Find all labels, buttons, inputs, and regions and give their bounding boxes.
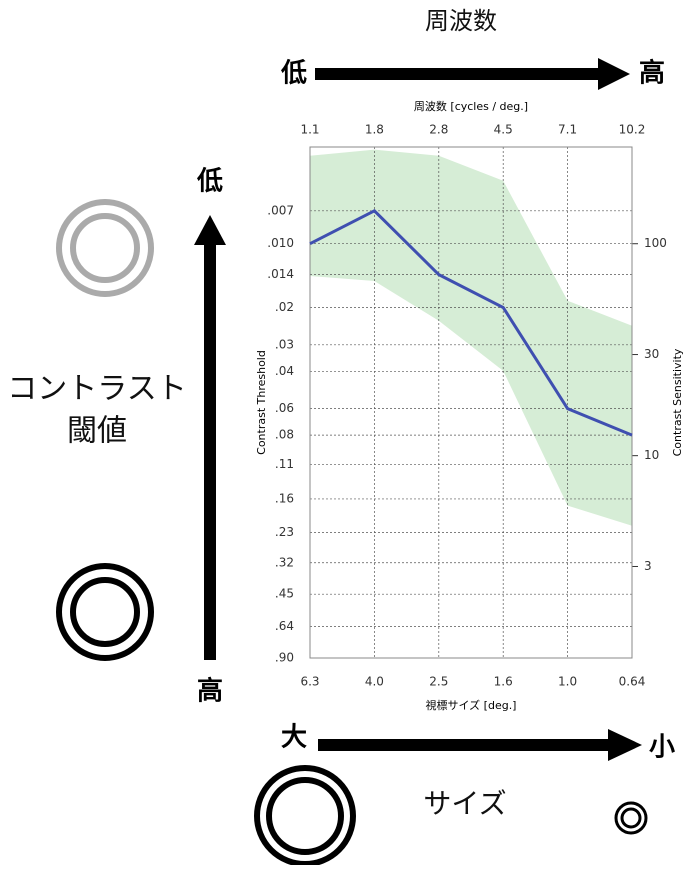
freq-low: 低 <box>280 59 307 89</box>
ring-icon <box>56 199 154 297</box>
x2-tick-label: 2.8 <box>429 123 448 137</box>
arrow <box>315 68 600 80</box>
ring-icon <box>614 801 648 835</box>
y2-tick-label: 100 <box>644 236 667 250</box>
arrow-head <box>194 215 226 245</box>
contrast-high: 高 <box>197 676 223 707</box>
y-tick-label: .64 <box>275 619 294 633</box>
plot-frame <box>309 146 633 659</box>
y-tick-label: .007 <box>267 203 294 217</box>
y-tick-label: .23 <box>275 525 294 539</box>
y-tick-label: .16 <box>275 491 294 505</box>
contrast-label: コントラスト <box>7 372 186 407</box>
x-tick-label: 0.64 <box>619 675 646 689</box>
y2-tick-label: 30 <box>644 347 659 361</box>
size-label: サイズ <box>423 787 506 820</box>
arrow <box>204 240 216 660</box>
size-large: 大 <box>281 723 307 753</box>
x2-tick-label: 7.1 <box>558 123 577 137</box>
x-axis-label: 視標サイズ [deg.] <box>426 698 517 712</box>
data-line <box>309 208 633 437</box>
ring-icon <box>266 777 344 855</box>
x-tick-label: 4.0 <box>365 675 384 689</box>
x2-tick-label: 4.5 <box>494 123 513 137</box>
y-tick-label: .45 <box>275 587 294 601</box>
y-tick-label: .32 <box>275 555 294 569</box>
y-tick-label: .04 <box>275 364 294 378</box>
x-tick-label: 1.6 <box>494 675 513 689</box>
y2-axis-label: Contrast Sensitivity <box>671 348 684 456</box>
size-small: 小 <box>649 733 675 763</box>
x-tick-label: 6.3 <box>300 675 319 689</box>
y-tick-label: .11 <box>275 457 294 471</box>
y-axis-label: Contrast Threshold <box>255 350 268 455</box>
contrast-label: 閾値 <box>67 414 127 449</box>
contrast-low: 低 <box>196 167 223 197</box>
ring-icon <box>254 765 356 867</box>
ring-icon <box>70 577 140 647</box>
freq-high: 高 <box>639 58 665 89</box>
arrow <box>318 739 610 751</box>
y-tick-label: .014 <box>267 267 294 281</box>
arrow-head <box>598 58 630 90</box>
y2-tick-label: 10 <box>644 448 659 462</box>
y-tick-label: .90 <box>275 651 294 665</box>
x2-axis-label: 周波数 [cycles / deg.] <box>414 100 528 113</box>
confidence-band <box>310 149 632 526</box>
y2-tick-label: 3 <box>644 559 652 573</box>
y-tick-label: .010 <box>267 236 294 250</box>
x-tick-label: 2.5 <box>429 675 448 689</box>
frequency-title: 周波数 <box>425 7 497 35</box>
ring-icon <box>620 807 642 829</box>
ring-icon <box>56 563 154 661</box>
x2-tick-label: 1.1 <box>300 123 319 137</box>
ring-icon <box>70 213 140 283</box>
x-tick-label: 1.0 <box>558 675 577 689</box>
y-tick-label: .06 <box>275 401 294 415</box>
x2-tick-label: 10.2 <box>619 123 646 137</box>
y-tick-label: .02 <box>275 300 294 314</box>
y-tick-label: .08 <box>275 428 294 442</box>
x2-tick-label: 1.8 <box>365 123 384 137</box>
y-tick-label: .03 <box>275 337 294 351</box>
arrow-head <box>608 729 642 761</box>
